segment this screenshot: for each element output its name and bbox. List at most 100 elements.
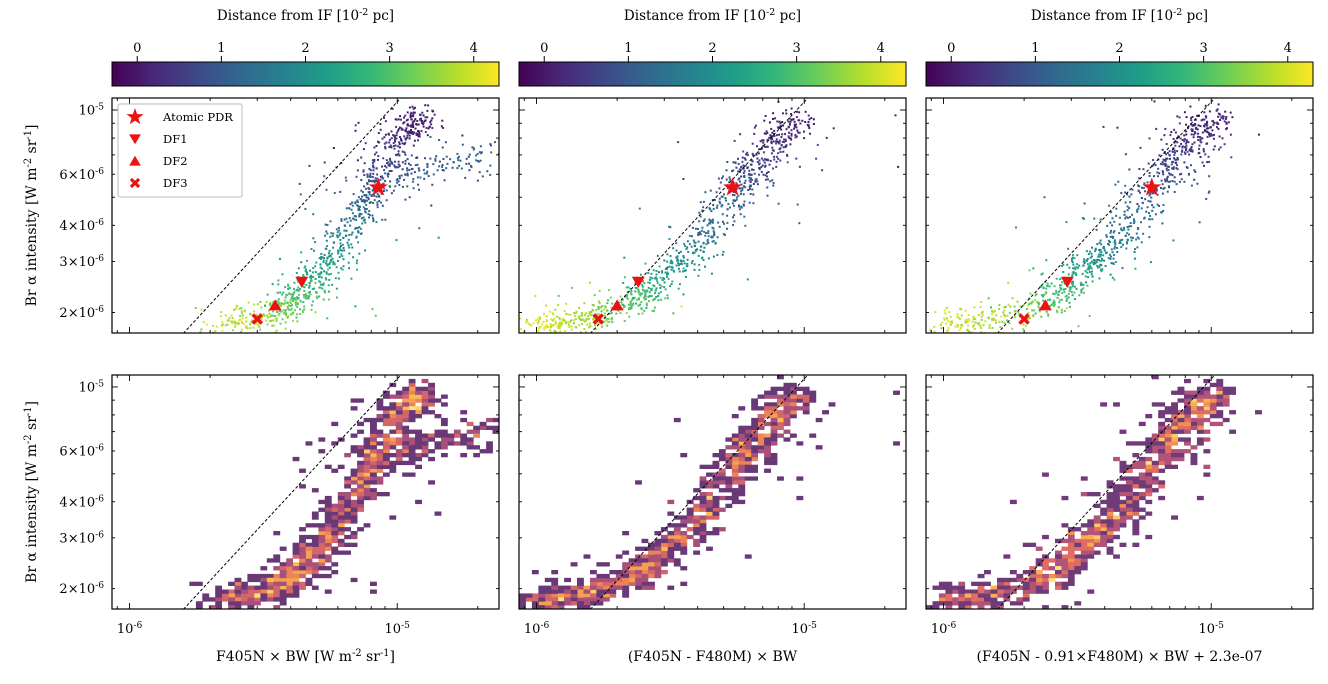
data-point <box>655 287 658 290</box>
hist-bin <box>350 531 358 536</box>
data-point <box>733 204 735 207</box>
hist-bin <box>1184 429 1191 434</box>
data-point <box>329 272 332 275</box>
hist-bin <box>1125 464 1133 469</box>
data-point <box>698 231 701 234</box>
hist-bin <box>421 390 429 395</box>
data-point <box>286 293 288 296</box>
data-point <box>1030 301 1033 304</box>
data-point <box>363 162 366 165</box>
hist-bin <box>286 581 293 586</box>
hist-bin <box>1138 456 1146 462</box>
hist-bin <box>453 433 461 438</box>
data-point <box>776 120 779 123</box>
data-point <box>1098 265 1101 268</box>
data-point <box>308 295 311 298</box>
hist-bin <box>311 550 319 555</box>
hist-bin <box>1009 601 1017 606</box>
hist-bin <box>770 410 778 415</box>
data-point <box>779 159 782 162</box>
data-point <box>413 131 416 134</box>
hist-bin <box>648 566 655 571</box>
hist-bin <box>706 503 713 508</box>
hist-bin <box>725 464 733 469</box>
data-point <box>1046 284 1049 287</box>
data-point <box>327 290 330 293</box>
data-point <box>364 249 367 252</box>
hist-bin <box>654 542 662 547</box>
data-point <box>441 146 444 149</box>
data-point <box>732 224 734 226</box>
hist-bin <box>1113 402 1120 407</box>
data-point <box>897 165 900 168</box>
data-point <box>1108 253 1111 256</box>
hist-bin <box>680 531 688 536</box>
data-point <box>699 215 702 218</box>
hist-bin <box>1074 570 1082 575</box>
hist-bin <box>331 519 339 524</box>
data-point <box>737 170 740 173</box>
data-point <box>1120 192 1123 195</box>
data-point <box>372 202 375 204</box>
data-point <box>1208 190 1211 193</box>
data-point <box>758 148 761 151</box>
data-point <box>1100 243 1103 246</box>
hist-bin <box>318 437 326 442</box>
marker-df2 <box>610 299 624 311</box>
data-point <box>1126 232 1129 235</box>
data-point <box>557 324 560 327</box>
hist-bin <box>337 464 345 469</box>
hist-bin <box>350 398 358 403</box>
hist-bin <box>660 550 668 555</box>
data-point <box>637 312 640 315</box>
marker-df1 <box>129 134 141 145</box>
hist-bin <box>260 597 268 602</box>
data-point <box>1064 295 1067 298</box>
hist-bin <box>602 593 610 598</box>
data-point <box>399 115 402 118</box>
data-point <box>320 271 323 274</box>
data-point <box>749 181 752 183</box>
data-point <box>418 169 421 172</box>
hist-bin <box>764 410 771 415</box>
data-point <box>734 161 737 164</box>
data-point <box>966 320 969 323</box>
data-point <box>410 118 413 121</box>
data-point <box>1222 117 1225 120</box>
data-point <box>358 212 361 215</box>
hist-bin <box>628 581 636 586</box>
hist-bin <box>1216 394 1224 399</box>
data-point <box>1050 304 1053 307</box>
hist-bin <box>893 390 900 395</box>
data-point <box>973 306 976 309</box>
data-point <box>1202 149 1205 152</box>
hist-bin <box>751 398 758 403</box>
data-point <box>1176 168 1179 171</box>
data-point <box>552 313 555 316</box>
hist-bin <box>693 519 701 524</box>
data-point <box>699 249 702 252</box>
data-point <box>1129 201 1132 204</box>
data-point <box>929 329 932 332</box>
hist-bin <box>680 534 688 540</box>
hist-bin <box>363 492 371 497</box>
data-point <box>429 157 432 160</box>
hist-bin <box>1145 449 1153 454</box>
hist-bin <box>279 566 287 571</box>
hist-bin <box>1171 437 1178 442</box>
data-point <box>241 314 244 317</box>
hist-bin <box>770 453 778 458</box>
hist-bin <box>738 492 746 497</box>
data-point <box>1116 126 1119 129</box>
y-tick-label: 10-5 <box>79 379 105 395</box>
data-point <box>668 265 671 268</box>
hist-bin <box>441 421 448 427</box>
hist-bin <box>473 445 480 450</box>
data-point <box>1161 163 1164 166</box>
data-point <box>1191 143 1194 146</box>
data-point <box>721 253 724 256</box>
data-point <box>382 190 385 192</box>
hist-bin <box>370 488 377 493</box>
hist-bin <box>557 605 565 609</box>
data-point <box>607 289 610 292</box>
